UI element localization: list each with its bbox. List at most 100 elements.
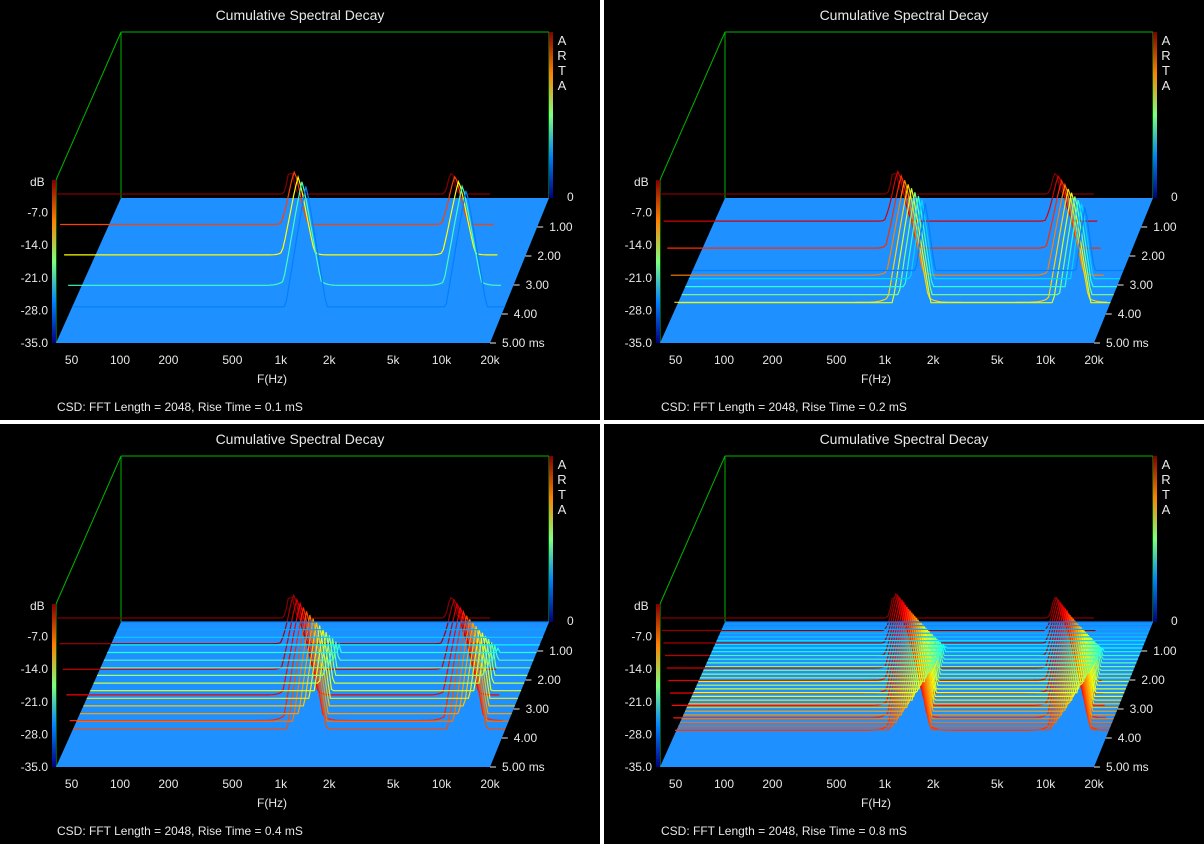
- z-tick-label: 5.00 ms: [502, 760, 545, 774]
- brand-letter: T: [1162, 487, 1170, 502]
- decay-slice: [691, 626, 1123, 697]
- decay-slice: [706, 640, 1137, 664]
- brand-letter: R: [557, 472, 567, 487]
- frame-line: [55, 31, 122, 181]
- frame-line: [659, 31, 726, 181]
- y-tick-label: -35.0: [625, 760, 653, 774]
- x-tick-label: 500: [222, 777, 242, 791]
- decay-slice: [681, 616, 1114, 720]
- y-tick-label: -21.0: [21, 695, 49, 709]
- decay-slice: [678, 188, 1111, 304]
- y-tick-label: -28.0: [21, 303, 49, 317]
- decay-slice: [663, 169, 1098, 222]
- x-tick-label: 10k: [432, 777, 452, 791]
- x-tick-label: 200: [158, 353, 178, 367]
- chart-title: Cumulative Spectral Decay: [819, 7, 989, 23]
- decay-slice: [685, 619, 1117, 712]
- chart-caption: CSD: FFT Length = 2048, Rise Time = 0.1 …: [57, 400, 303, 414]
- x-tick-label: 500: [826, 353, 846, 367]
- y-axis-title: dB: [634, 599, 649, 613]
- y-tick-label: -14.0: [21, 238, 49, 252]
- z-tick-label: 4.00: [1118, 307, 1142, 321]
- chart-title: Cumulative Spectral Decay: [819, 431, 989, 447]
- csd-panel-3: Cumulative Spectral Decay dB -7.0 -14.0 -21…: [0, 424, 600, 844]
- z-top-tick: 0: [567, 190, 574, 204]
- decay-slice: [100, 638, 531, 669]
- right-colorbar: [549, 456, 553, 622]
- z-tick-label: 2.00: [537, 249, 561, 263]
- x-axis-title: F(Hz): [257, 796, 287, 810]
- x-tick-label: 2k: [927, 353, 941, 367]
- right-colorbar: [549, 32, 553, 198]
- decay-slice: [713, 645, 1143, 649]
- decay-slice: [670, 180, 1104, 276]
- floor-plane: [56, 198, 549, 343]
- chart-title: Cumulative Spectral Decay: [215, 7, 385, 23]
- z-tick-label: 3.00: [526, 702, 550, 716]
- y-tick-label: -14.0: [625, 238, 653, 252]
- y-tick-label: -7.0: [27, 630, 48, 644]
- brand-letter: A: [557, 78, 567, 93]
- z-tick-label: 2.00: [1141, 673, 1165, 687]
- x-tick-label: 5k: [991, 777, 1005, 791]
- y-axis-title: dB: [30, 599, 45, 613]
- x-tick-label: 20k: [1084, 353, 1104, 367]
- z-tick-label: 4.00: [1118, 731, 1142, 745]
- decay-slice: [56, 596, 490, 619]
- x-tick-label: 5k: [387, 777, 401, 791]
- x-tick-label: 20k: [480, 777, 500, 791]
- brand-letter: T: [1162, 63, 1170, 78]
- decay-slice: [73, 611, 506, 730]
- x-tick-label: 100: [714, 777, 734, 791]
- x-tick-label: 200: [762, 353, 782, 367]
- x-tick-label: 10k: [432, 353, 452, 367]
- decay-slice: [69, 607, 503, 722]
- decay-slice: [701, 635, 1132, 675]
- x-tick-label: 1k: [274, 353, 288, 367]
- z-tick-label: 4.00: [514, 731, 538, 745]
- decay-slice: [667, 173, 1101, 249]
- z-tick-label: 1.00: [549, 220, 573, 234]
- chart-title: Cumulative Spectral Decay: [215, 431, 385, 447]
- chart-caption: CSD: FFT Length = 2048, Rise Time = 0.4 …: [57, 824, 303, 838]
- z-top-tick: 0: [567, 614, 574, 628]
- z-tick-label: 3.00: [526, 278, 550, 292]
- y-axis-title: dB: [634, 175, 649, 189]
- decay-slice: [680, 614, 1113, 723]
- decay-slice: [56, 172, 490, 195]
- left-colorbar: [52, 604, 56, 767]
- decay-slice: [76, 614, 509, 722]
- x-tick-label: 1k: [878, 777, 892, 791]
- decay-slice: [661, 592, 1096, 632]
- csd-plot: dB -7.0 -14.0 -21.0 -28.0 -35.0 0 50 100 200 500 1k…: [625, 455, 1178, 810]
- arta-brand: A R T A: [1160, 33, 1172, 93]
- x-tick-label: 200: [158, 777, 178, 791]
- brand-letter: R: [1161, 48, 1171, 63]
- x-axis-title: F(Hz): [257, 372, 287, 386]
- y-tick-label: -21.0: [625, 695, 653, 709]
- y-tick-label: -28.0: [21, 727, 49, 741]
- z-tick-label: 2.00: [1141, 249, 1165, 263]
- decay-slice: [683, 617, 1116, 716]
- decay-slice: [83, 621, 515, 707]
- decay-slice: [708, 641, 1138, 660]
- decay-slice: [688, 622, 1120, 705]
- decay-slice: [700, 634, 1131, 679]
- decay-slice: [68, 181, 502, 286]
- x-tick-label: 200: [762, 777, 782, 791]
- decay-slice: [690, 624, 1122, 701]
- decay-slice: [696, 631, 1128, 686]
- csd-panel-2: Cumulative Spectral Decay dB -7.0 -14.0 -21…: [604, 0, 1204, 420]
- decay-slice: [90, 628, 522, 692]
- x-tick-label: 20k: [1084, 777, 1104, 791]
- right-colorbar: [1153, 456, 1157, 622]
- arta-brand: A R T A: [556, 33, 568, 93]
- brand-letter: A: [1161, 457, 1171, 472]
- brand-letter: A: [557, 502, 567, 517]
- right-colorbar: [1153, 32, 1157, 198]
- decay-slice: [685, 195, 1117, 288]
- x-tick-label: 500: [826, 777, 846, 791]
- x-tick-label: 500: [222, 353, 242, 367]
- y-tick-label: -35.0: [21, 336, 49, 350]
- y-tick-label: -35.0: [625, 336, 653, 350]
